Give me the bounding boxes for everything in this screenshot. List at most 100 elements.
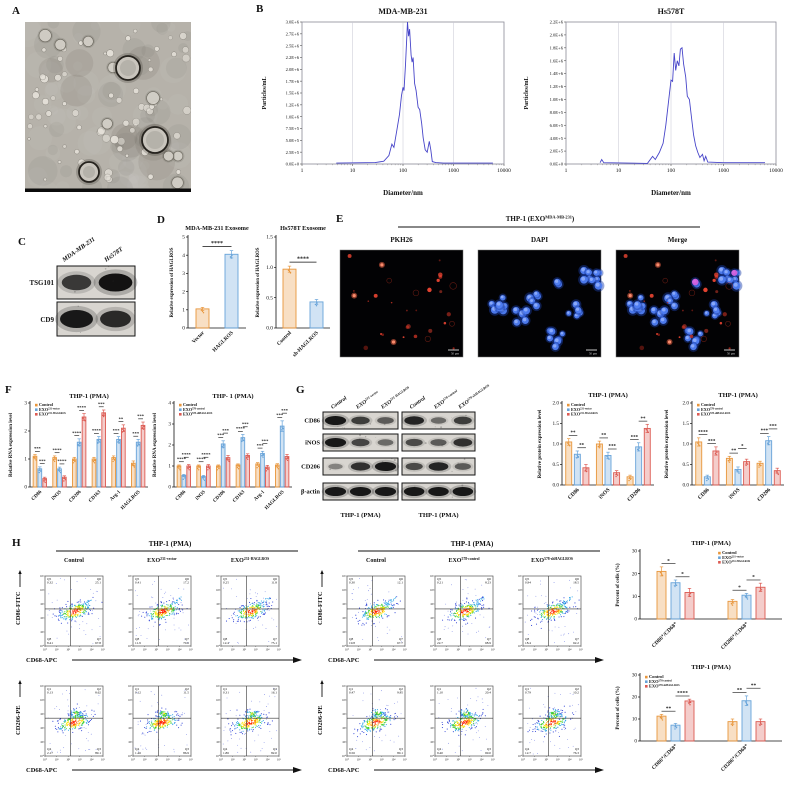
blot-band [377,439,394,446]
svg-text:0.5: 0.5 [683,462,690,468]
svg-text:1.0: 1.0 [266,265,273,271]
svg-text:Q6: Q6 [185,577,189,581]
svg-text:0.0: 0.0 [553,483,560,489]
svg-text:62.2: 62.2 [573,641,579,645]
svg-text:10³: 10³ [518,602,522,606]
svg-text:18.4: 18.4 [525,641,531,645]
bar [670,582,681,620]
bar [684,700,695,742]
svg-text:Q7: Q7 [399,637,403,641]
svg-text:EXO231-vector: EXO231-vector [571,407,593,412]
svg-text:Q6: Q6 [97,577,101,581]
svg-text:11.9: 11.9 [135,641,141,645]
blot-band [98,273,133,292]
svg-text:0.31: 0.31 [223,690,229,694]
svg-text:EXO231-HAGLROS: EXO231-HAGLROS [571,411,598,416]
svg-text:iNOS: iNOS [305,440,320,447]
svg-text:10²: 10² [154,757,158,761]
svg-text:Q3: Q3 [399,747,403,751]
panel-h-percent-bar-578: THP-1 (PMA) Percent of cells (%) 0 10 20 30 CD… [612,661,790,785]
svg-text:Particles/mL: Particles/mL [262,77,268,110]
svg-text:Q3: Q3 [97,747,101,751]
svg-text:10⁵: 10⁵ [518,574,522,578]
svg-text:10²: 10² [40,726,44,730]
svg-text:10³: 10³ [78,757,82,761]
svg-text:1.5: 1.5 [266,235,273,241]
svg-text:6.0E+5: 6.0E+5 [550,123,564,128]
svg-text:0: 0 [182,326,185,332]
panel-h-flow-group-578: THP-1 (PMA) Control EXO578-control EXO578-s… [312,536,610,785]
svg-text:10¹: 10¹ [143,757,147,761]
svg-text:10²: 10² [342,616,346,620]
svg-text:10¹: 10¹ [40,630,44,634]
svg-text:THP-1 (PMA): THP-1 (PMA) [69,393,109,400]
bar [140,424,146,488]
svg-text:1: 1 [182,308,185,314]
panel-h-flow-group-231: THP-1 (PMA) Control EXO231-vector EXO231-HA… [10,536,308,785]
svg-text:80.1: 80.1 [397,751,403,755]
svg-text:β-actin: β-actin [301,489,320,496]
svg-text:9.85: 9.85 [397,690,403,694]
svg-text:1.5: 1.5 [553,421,560,427]
svg-text:CD206-PE: CD206-PE [317,705,324,735]
svg-text:10⁰: 10⁰ [131,647,136,651]
svg-text:****: **** [182,452,192,457]
svg-text:Q5: Q5 [135,577,139,581]
svg-text:67.8: 67.8 [95,641,101,645]
svg-text:***: *** [281,408,289,413]
svg-text:Q6: Q6 [575,577,579,581]
svg-text:10⁵: 10⁵ [40,574,44,578]
legend-swatch [645,685,648,688]
panel-f-rna-bar-231: THP-1 (PMA) Relative RNA expression level… [6,390,152,529]
bar [756,462,764,486]
svg-text:10³: 10³ [216,602,220,606]
svg-text:1.0: 1.0 [683,442,690,448]
svg-text:10⁵: 10⁵ [40,684,44,688]
svg-text:10³: 10³ [40,602,44,606]
svg-text:Q8: Q8 [349,637,353,641]
legend-swatch [697,408,700,411]
svg-text:1000: 1000 [718,168,729,174]
svg-text:2.5E+6: 2.5E+6 [286,43,300,48]
flow-cytometry-group: THP-1 (PMA) Control EXO578-control EXO578-s… [317,540,604,774]
svg-text:***: *** [98,402,106,407]
svg-text:Q6: Q6 [399,577,403,581]
svg-text:2.0E+5: 2.0E+5 [550,149,564,154]
svg-text:THP-1 (PMA): THP-1 (PMA) [588,392,628,399]
svg-text:1.7E+6: 1.7E+6 [286,79,300,84]
svg-text:10⁰: 10⁰ [219,757,224,761]
legend-swatch [35,408,38,411]
svg-text:22.7: 22.7 [437,641,443,645]
svg-text:8.0E+5: 8.0E+5 [550,110,564,115]
svg-text:10⁰: 10⁰ [128,644,133,648]
svg-text:CD9: CD9 [40,316,54,324]
blot-band [324,486,347,497]
svg-text:Merge: Merge [668,236,687,244]
svg-text:HAGLROS: HAGLROS [264,490,285,511]
svg-text:Relative RNA expression level: Relative RNA expression level [153,412,158,477]
bar [260,452,265,488]
svg-text:10³: 10³ [128,602,132,606]
svg-text:2.17: 2.17 [47,751,53,755]
legend-swatch [179,403,182,407]
svg-text:0.12: 0.12 [135,690,141,694]
svg-text:10⁵: 10⁵ [342,684,346,688]
bar [186,465,191,488]
bar [116,438,121,488]
svg-text:10²: 10² [368,647,372,651]
svg-text:17.2: 17.2 [183,580,189,584]
svg-text:10⁴: 10⁴ [89,647,93,651]
svg-text:75.1: 75.1 [271,641,277,645]
svg-text:Control: Control [366,558,386,564]
svg-text:10²: 10² [242,647,246,651]
svg-text:10⁰: 10⁰ [43,757,48,761]
svg-text:25.1: 25.1 [95,580,101,584]
svg-text:2.0E+6: 2.0E+6 [286,67,300,72]
svg-text:10⁰: 10⁰ [433,647,438,651]
svg-text:****: **** [177,456,187,461]
svg-text:10⁴: 10⁴ [177,647,181,651]
panel-label-d: D [157,214,165,226]
svg-text:CD206-PE: CD206-PE [15,705,22,735]
